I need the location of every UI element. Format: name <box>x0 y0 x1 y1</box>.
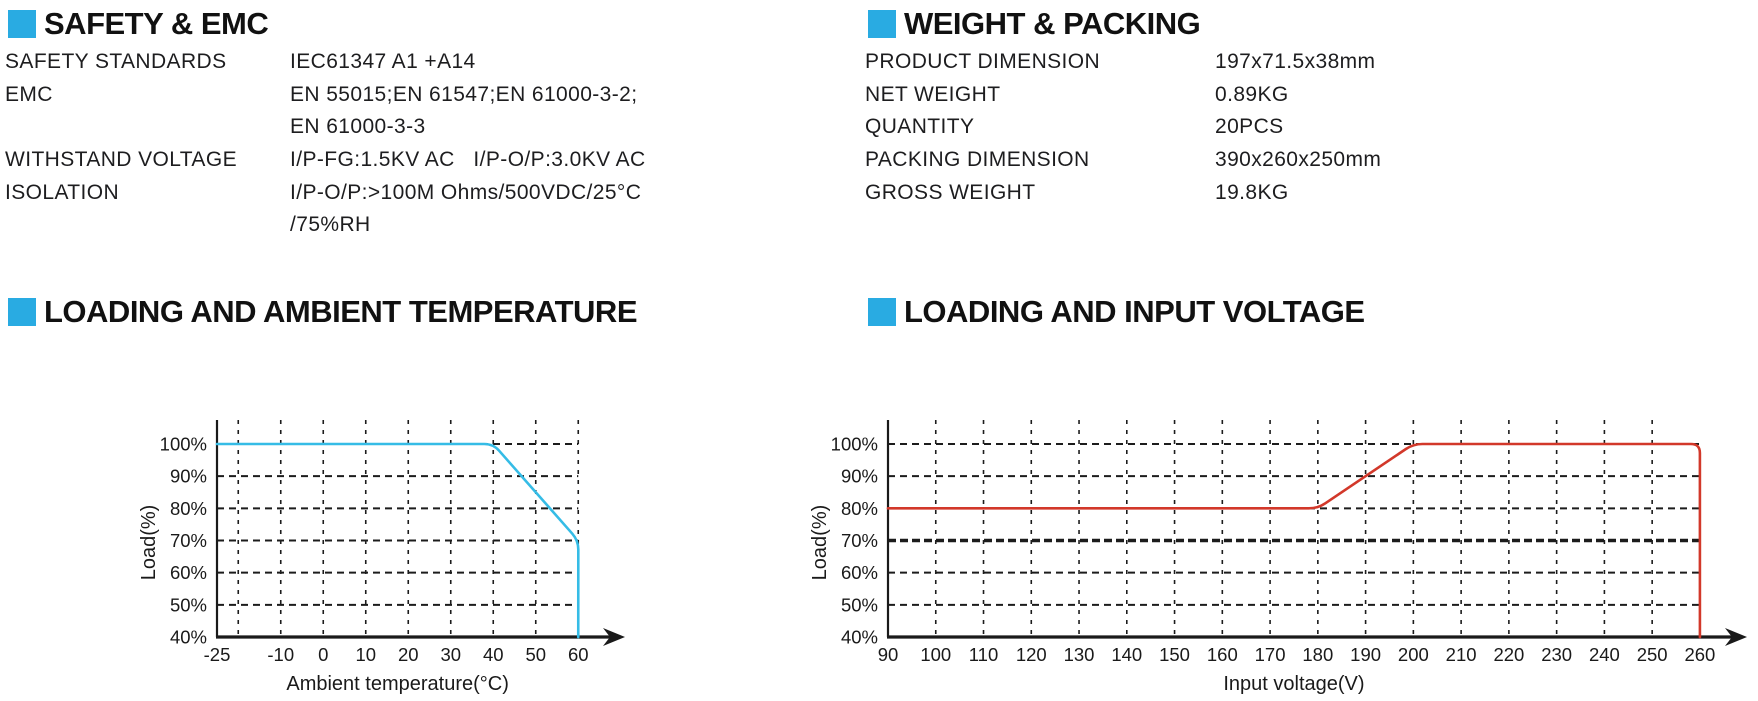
x-tick-label: 90 <box>878 644 899 665</box>
y-tick-label: 50% <box>841 594 878 615</box>
spec-label: PRODUCT DIMENSION <box>865 50 1101 73</box>
weight-packing-spec-table: PRODUCT DIMENSION 197x71.5x38mm NET WEIGHT… <box>865 50 1505 213</box>
spec-label: SAFETY STANDARDS <box>5 50 227 73</box>
x-tick-label: 60 <box>568 644 589 665</box>
spec-label: PACKING DIMENSION <box>865 148 1090 172</box>
spec-label: ISOLATION <box>5 180 120 204</box>
spec-row: EN 61000-3-3 <box>5 115 765 148</box>
x-tick-label: 220 <box>1493 644 1524 665</box>
spec-row: WITHSTAND VOLTAGE I/P-FG:1.5KV AC I/P-O/P… <box>5 148 765 181</box>
spec-row: PRODUCT DIMENSION 197x71.5x38mm <box>865 50 1505 83</box>
spec-value: /75%RH <box>290 213 371 237</box>
spec-row: EMC EN 55015;EN 61547;EN 61000-3-2; <box>5 83 765 116</box>
x-axis-arrow-icon <box>1725 628 1747 646</box>
y-tick-label: 100% <box>831 433 878 454</box>
section-title-weight-packing: WEIGHT & PACKING <box>904 6 1201 41</box>
x-tick-label: 170 <box>1255 644 1286 665</box>
y-tick-label: 90% <box>170 466 207 487</box>
safety-emc-spec-table: SAFETY STANDARDS IEC61347 A1 +A14 EMC EN 55… <box>5 50 765 246</box>
x-tick-label: 260 <box>1684 644 1715 665</box>
spec-row: QUANTITY 20PCS <box>865 115 1505 148</box>
section-bullet-icon <box>868 298 896 326</box>
y-tick-label: 60% <box>170 562 207 583</box>
x-tick-label: -10 <box>267 644 294 665</box>
x-tick-label: 120 <box>1016 644 1047 665</box>
y-axis-title: Load(%) <box>138 505 160 581</box>
curve-load-vs-voltage <box>886 442 1702 639</box>
x-tick-label: 160 <box>1207 644 1238 665</box>
x-tick-label: 250 <box>1637 644 1668 665</box>
y-tick-label: 70% <box>170 530 207 551</box>
section-title-safety-emc: SAFETY & EMC <box>44 6 269 41</box>
y-tick-label: 100% <box>160 433 207 454</box>
y-tick-label: 40% <box>841 627 878 648</box>
section-header-weight-packing: WEIGHT & PACKING <box>868 6 1201 42</box>
x-tick-label: 130 <box>1064 644 1095 665</box>
section-header-safety-emc: SAFETY & EMC <box>8 6 269 42</box>
x-tick-label: 230 <box>1541 644 1572 665</box>
x-tick-label: 110 <box>969 644 999 665</box>
spec-row: /75%RH <box>5 213 765 246</box>
section-bullet-icon <box>8 298 36 326</box>
y-axis-title: Load(%) <box>809 505 831 581</box>
y-tick-label: 60% <box>841 562 878 583</box>
spec-value: I/P-O/P:>100M Ohms/500VDC/25°C <box>290 180 642 204</box>
loading-vs-input-voltage-chart: 40% 50% 60% 70% 80% 90% 100% 90 100 110 120 130 140 1… <box>809 420 1747 695</box>
x-tick-label: 180 <box>1302 644 1333 665</box>
spec-row: GROSS WEIGHT 19.8KG <box>865 181 1505 214</box>
x-tick-label: 50 <box>525 644 546 665</box>
y-tick-label: 70% <box>841 530 878 551</box>
x-tick-label: 40 <box>483 644 504 665</box>
section-bullet-icon <box>868 10 896 38</box>
section-header-loading-input: LOADING AND INPUT VOLTAGE <box>868 294 1365 330</box>
section-title-loading-ambient: LOADING AND AMBIENT TEMPERATURE <box>44 294 638 329</box>
loading-vs-ambient-temperature-chart: 40% 50% 60% 70% 80% 90% 100% -25 -10 0 10 20 30 40 50 6… <box>138 420 625 695</box>
y-tick-label: 40% <box>170 627 207 648</box>
spec-label: QUANTITY <box>865 115 975 139</box>
section-header-loading-ambient: LOADING AND AMBIENT TEMPERATURE <box>8 294 638 330</box>
spec-value: 19.8KG <box>1215 180 1289 204</box>
x-tick-label: 10 <box>355 644 376 665</box>
x-tick-label: 150 <box>1159 644 1190 665</box>
spec-value: 20PCS <box>1215 115 1284 139</box>
x-tick-label: -25 <box>204 644 231 665</box>
x-tick-label: 240 <box>1589 644 1620 665</box>
y-tick-label: 50% <box>170 594 207 615</box>
x-axis-title: Ambient temperature(°C) <box>286 673 509 695</box>
section-bullet-icon <box>8 10 36 38</box>
spec-label: NET WEIGHT <box>865 82 1001 106</box>
y-tick-label: 90% <box>841 466 878 487</box>
curve-load-vs-temperature <box>215 442 580 639</box>
x-tick-label: 30 <box>440 644 461 665</box>
spec-value: EN 55015;EN 61547;EN 61000-3-2; <box>290 82 638 106</box>
spec-value: EN 61000-3-3 <box>290 115 426 139</box>
x-axis-title: Input voltage(V) <box>1223 673 1364 695</box>
x-tick-label: 140 <box>1111 644 1142 665</box>
x-tick-label: 190 <box>1350 644 1381 665</box>
x-tick-label: 210 <box>1446 644 1477 665</box>
spec-label: GROSS WEIGHT <box>865 180 1036 204</box>
spec-label: WITHSTAND VOLTAGE <box>5 148 237 172</box>
x-tick-label: 0 <box>318 644 328 665</box>
spec-row: ISOLATION I/P-O/P:>100M Ohms/500VDC/25°C <box>5 181 765 214</box>
x-axis-arrow-icon <box>603 628 625 646</box>
section-title-loading-input: LOADING AND INPUT VOLTAGE <box>904 294 1365 329</box>
x-tick-label: 100 <box>920 644 951 665</box>
spec-row: SAFETY STANDARDS IEC61347 A1 +A14 <box>5 50 765 83</box>
spec-label: EMC <box>5 82 53 106</box>
spec-value: IEC61347 A1 +A14 <box>290 50 476 73</box>
spec-row: NET WEIGHT 0.89KG <box>865 83 1505 116</box>
spec-value: 197x71.5x38mm <box>1215 50 1376 73</box>
spec-value: 390x260x250mm <box>1215 148 1382 172</box>
y-tick-label: 80% <box>170 498 207 519</box>
spec-value: I/P-FG:1.5KV AC I/P-O/P:3.0KV AC <box>290 148 646 172</box>
spec-value: 0.89KG <box>1215 82 1289 106</box>
x-tick-label: 200 <box>1398 644 1429 665</box>
x-tick-label: 20 <box>398 644 419 665</box>
spec-row: PACKING DIMENSION 390x260x250mm <box>865 148 1505 181</box>
y-tick-label: 80% <box>841 498 878 519</box>
